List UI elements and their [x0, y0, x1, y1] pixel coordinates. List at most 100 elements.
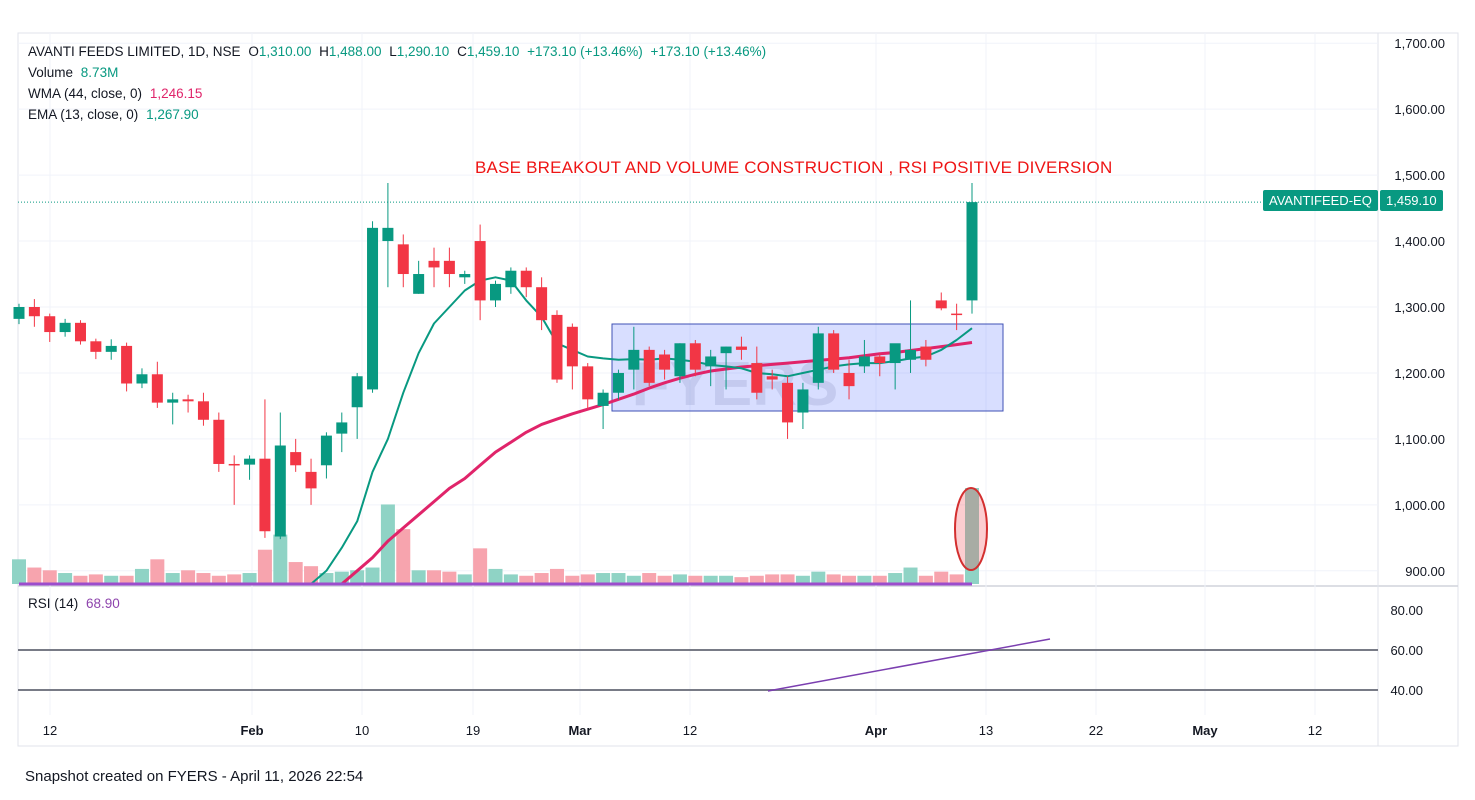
volume-bar — [549, 568, 564, 584]
legend-main: AVANTI FEEDS LIMITED, 1D, NSE O1,310.00 … — [28, 44, 770, 59]
candle-body — [228, 463, 240, 466]
candle-body — [551, 314, 563, 380]
volume-bar — [227, 574, 242, 584]
volume-bar — [181, 570, 196, 584]
legend-ema: EMA (13, close, 0) 1,267.90 — [28, 107, 203, 122]
candle-body — [705, 356, 717, 367]
volume-bar — [319, 573, 334, 584]
volume-bar — [534, 573, 549, 584]
candle-body — [290, 452, 302, 466]
candle-body — [44, 316, 56, 333]
volume-bar — [42, 570, 57, 584]
candle-body — [28, 307, 40, 317]
volume-bar — [857, 575, 872, 584]
candle-body — [244, 458, 256, 465]
candle-body — [951, 313, 963, 316]
snapshot-footer: Snapshot created on FYERS - April 11, 20… — [25, 768, 364, 785]
candle-body — [136, 374, 148, 384]
candle-body — [367, 227, 379, 390]
time-tick-label: Feb — [240, 723, 263, 738]
last-price-badge: 1,459.10 — [1380, 190, 1443, 211]
annotation-text: BASE BREAKOUT AND VOLUME CONSTRUCTION , … — [475, 158, 1113, 177]
volume-bar — [672, 574, 687, 584]
volume-bar — [442, 571, 457, 584]
volume-bar — [918, 575, 933, 584]
legend-high-label: H — [319, 44, 329, 59]
volume-bar — [457, 574, 472, 584]
volume-value: 8.73M — [80, 65, 119, 80]
candle-body — [413, 274, 425, 294]
candle-body — [735, 346, 747, 350]
wma-label: WMA (44, close, 0) — [28, 86, 143, 101]
price-axis[interactable]: 900.00 1,000.00 1,100.00 1,200.00 1,300.00 1,… — [1390, 36, 1445, 698]
volume-bar — [749, 575, 764, 584]
rsi-tick-label: 60.00 — [1390, 643, 1423, 658]
candle-body — [305, 471, 317, 489]
rsi-tick-label: 40.00 — [1390, 683, 1423, 698]
volume-bar — [150, 559, 165, 584]
candle-body — [828, 333, 840, 370]
volume-bar — [12, 559, 26, 584]
candle-body — [905, 349, 917, 360]
candle-body — [689, 343, 701, 370]
candle-body — [397, 244, 409, 275]
rsi-trendline — [767, 638, 1051, 692]
volume-bar — [657, 575, 672, 584]
candle-body — [966, 202, 978, 301]
candle-body — [74, 322, 86, 342]
candle-body — [628, 349, 640, 370]
candle-body — [490, 283, 501, 301]
legend-open-label: O — [248, 44, 259, 59]
candles — [13, 183, 978, 540]
time-tick-label: 12 — [1308, 723, 1322, 738]
candle-body — [782, 382, 794, 423]
volume-bar — [88, 574, 103, 584]
legend-change: +173.10 (+13.46%) — [527, 44, 643, 59]
volume-bar — [58, 573, 73, 584]
volume-bar — [365, 567, 380, 584]
legend-volume: Volume 8.73M — [28, 65, 122, 80]
volume-bar — [273, 534, 288, 584]
volume-bar — [872, 575, 887, 584]
volume-bar — [211, 575, 226, 584]
candle-body — [520, 270, 532, 288]
candle-body — [597, 392, 609, 406]
volume-bar — [27, 567, 42, 584]
volume-bar — [473, 548, 488, 584]
ema-value: 1,267.90 — [146, 107, 199, 122]
candle-body — [105, 345, 117, 352]
volume-bar — [503, 574, 518, 584]
volume-highlight-ellipse — [954, 487, 988, 571]
candle-body — [874, 356, 886, 364]
candle-body — [182, 399, 194, 402]
volume-bar — [73, 575, 88, 584]
candle-body — [213, 419, 225, 464]
volume-bar — [703, 575, 718, 584]
volume-bar — [949, 574, 964, 584]
price-tick-label: 1,100.00 — [1394, 432, 1445, 447]
time-tick-label: Mar — [568, 723, 591, 738]
legend-close-label: C — [457, 44, 467, 59]
candle-body — [720, 346, 732, 354]
volume-bar — [488, 568, 503, 584]
volume-bar — [611, 573, 626, 584]
volume-bar — [411, 570, 426, 584]
volume-bar — [165, 573, 180, 584]
volume-bar — [104, 575, 119, 584]
candle-body — [443, 260, 455, 275]
price-tick-label: 1,700.00 — [1394, 36, 1445, 51]
volume-label: Volume — [28, 65, 74, 80]
legend-low: 1,290.10 — [396, 44, 450, 59]
time-axis[interactable]: 12 Feb 10 19 Mar 12 Apr 13 22 May 12 — [43, 723, 1322, 738]
volume-bar — [242, 573, 257, 584]
candle-body — [151, 374, 163, 403]
candle-body — [858, 356, 870, 367]
volume-bar — [780, 574, 795, 584]
volume-bar — [965, 488, 979, 584]
candle-body — [843, 372, 855, 387]
time-tick-label: 13 — [979, 723, 993, 738]
candle-body — [582, 366, 594, 400]
volume-bar — [734, 577, 749, 584]
time-tick-label: 19 — [466, 723, 480, 738]
